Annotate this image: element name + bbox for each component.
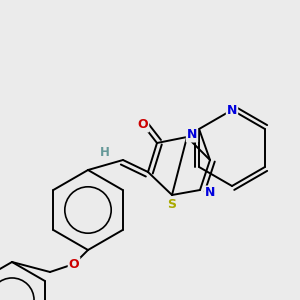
Text: O: O [69,257,79,271]
Text: N: N [227,103,237,116]
Text: N: N [205,187,215,200]
Text: N: N [187,128,197,142]
Text: H: H [100,146,110,158]
Text: O: O [138,118,148,131]
Text: S: S [167,199,176,212]
